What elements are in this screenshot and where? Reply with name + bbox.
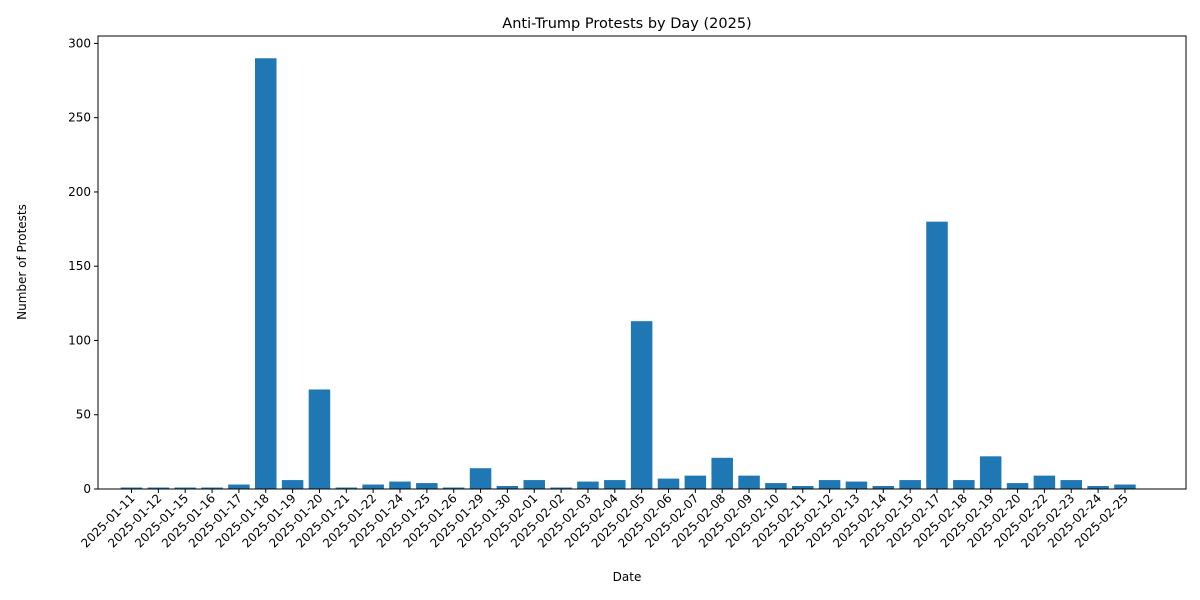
y-tick-label: 250 bbox=[68, 111, 91, 125]
bar-2025-02-22 bbox=[1033, 475, 1056, 489]
bar-2025-01-22 bbox=[362, 484, 384, 489]
bar-2025-02-25 bbox=[1114, 484, 1136, 489]
chart-title: Anti-Trump Protests by Day (2025) bbox=[502, 16, 751, 32]
bar-2025-02-19 bbox=[979, 456, 1002, 489]
bar-2025-02-13 bbox=[845, 481, 868, 489]
bar-2025-02-20 bbox=[1006, 483, 1029, 489]
bar-2025-01-12 bbox=[147, 487, 170, 489]
bar-2025-01-30 bbox=[496, 486, 519, 489]
bar-2025-01-16 bbox=[201, 487, 223, 489]
bar-2025-01-21 bbox=[335, 487, 358, 489]
bar-2025-02-05 bbox=[630, 321, 653, 489]
y-tick-label: 200 bbox=[68, 185, 91, 199]
y-tick-label: 50 bbox=[76, 408, 91, 422]
bar-2025-02-12 bbox=[818, 480, 841, 489]
bar-2025-02-23 bbox=[1060, 480, 1082, 489]
bar-2025-02-06 bbox=[657, 478, 680, 489]
y-tick-label: 300 bbox=[68, 36, 91, 50]
bar-2025-02-09 bbox=[738, 475, 760, 489]
bar-2025-01-29 bbox=[469, 468, 492, 489]
bar-2025-02-24 bbox=[1087, 486, 1109, 489]
bar-2025-01-24 bbox=[389, 481, 411, 489]
bar-2025-01-19 bbox=[281, 480, 304, 489]
y-tick-label: 100 bbox=[68, 333, 91, 347]
bar-2025-02-11 bbox=[792, 486, 814, 489]
bar-2025-02-17 bbox=[926, 221, 948, 489]
bar-2025-01-11 bbox=[120, 487, 143, 489]
bar-2025-02-01 bbox=[523, 480, 545, 489]
y-axis: 0 50 100 150 200 250 300 bbox=[68, 36, 98, 496]
y-tick-label: 150 bbox=[68, 259, 91, 273]
bar-2025-01-18 bbox=[255, 58, 277, 490]
bar-2025-02-14 bbox=[872, 486, 895, 489]
plot-frame bbox=[97, 35, 1187, 490]
y-tick-label: 0 bbox=[83, 482, 91, 496]
bar-2025-01-26 bbox=[442, 487, 465, 489]
y-axis-label: Number of Protests bbox=[15, 204, 29, 320]
bar-2025-02-08 bbox=[711, 457, 733, 489]
bar-2025-02-04 bbox=[604, 480, 626, 489]
x-axis-label: Date bbox=[613, 570, 642, 584]
bar-2025-01-17 bbox=[228, 484, 250, 489]
bar-2025-02-03 bbox=[577, 481, 599, 489]
bars bbox=[120, 58, 1136, 490]
bar-2025-02-07 bbox=[684, 475, 707, 489]
bar-2025-01-15 bbox=[174, 487, 196, 489]
bar-2025-02-02 bbox=[550, 487, 572, 489]
bar-2025-02-18 bbox=[953, 480, 975, 489]
bar-2025-01-25 bbox=[416, 483, 438, 489]
x-axis: 2025-01-112025-01-122025-01-152025-01-16… bbox=[78, 489, 1131, 550]
bar-2025-02-10 bbox=[765, 483, 787, 489]
bar-2025-01-20 bbox=[308, 389, 331, 489]
bar-2025-02-15 bbox=[899, 480, 921, 489]
